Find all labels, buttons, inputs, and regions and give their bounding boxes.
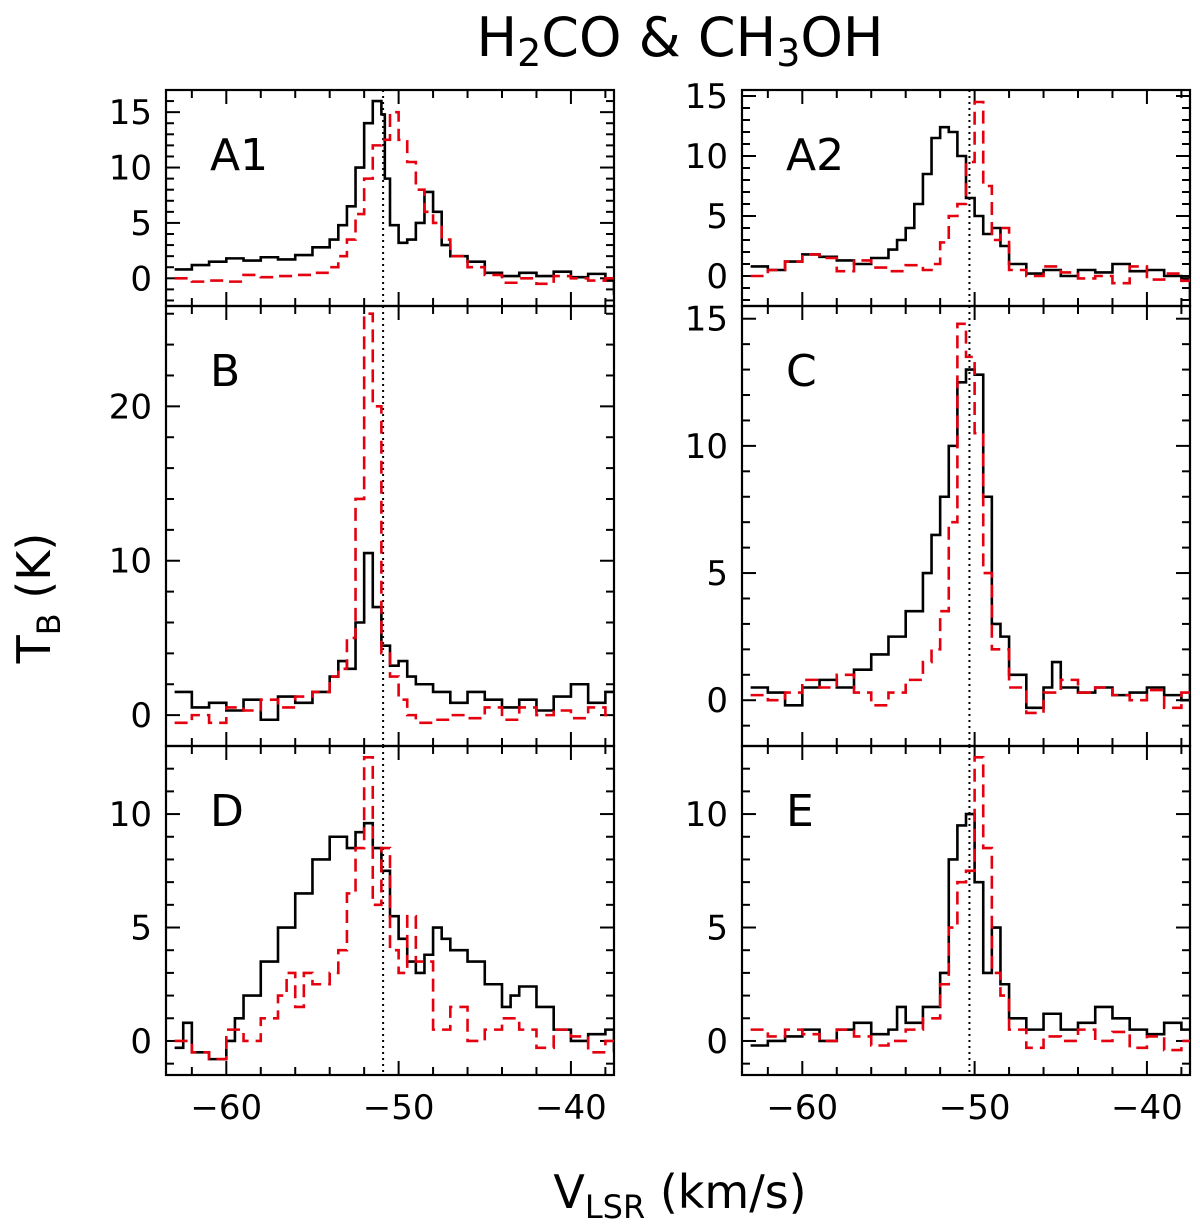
panel-label: E [786, 786, 814, 837]
panel-a1: 0 5 10 15 A1 [109, 88, 616, 308]
series-ch3oh [750, 756, 1190, 1052]
panel-label: A1 [210, 130, 268, 181]
ylabel-part: (K) [7, 533, 61, 614]
series-ch3oh [174, 110, 614, 286]
y-tick-label: 15 [685, 77, 728, 117]
series-h2co [174, 821, 614, 1061]
y-tick-label: 10 [685, 137, 728, 177]
panel-a2: 0 5 10 15 A2 [685, 77, 1192, 308]
y-axis-label-group: TB (K) [7, 533, 68, 665]
y-tick-label: 5 [130, 204, 152, 244]
y-tick-label: 0 [130, 259, 152, 299]
y-tick-label: 5 [706, 197, 728, 237]
y-tick-label: 15 [109, 93, 152, 133]
x-tick-label: −50 [363, 1088, 435, 1128]
series-ch3oh [174, 312, 614, 725]
y-tick-label: 0 [706, 681, 728, 721]
series-h2co [174, 99, 614, 295]
series-ch3oh [750, 322, 1190, 715]
y-axis-label: TB (K) [7, 533, 68, 665]
x-tick-label: −40 [1111, 1088, 1183, 1128]
title-part: CO & CH [541, 6, 776, 69]
series-ch3oh [174, 756, 614, 1061]
title-part: OH [800, 6, 883, 69]
xlabel-part: (km/s) [645, 1165, 806, 1219]
x-tick-label: −40 [535, 1088, 607, 1128]
panel-c: 0 5 10 15 C [685, 300, 1192, 748]
y-tick-label: 0 [706, 1022, 728, 1062]
title-part: H [476, 6, 517, 69]
x-axis-label: VLSR (km/s) [553, 1165, 806, 1226]
panel-frame [164, 744, 616, 1077]
panel-label: B [210, 346, 240, 397]
x-tick-label: −60 [766, 1088, 838, 1128]
panel-frame [740, 744, 1192, 1077]
ylabel-part: T [7, 634, 61, 664]
xlabel-subscript: LSR [585, 1188, 645, 1226]
panel-label: D [210, 786, 244, 837]
x-tick-label: −60 [190, 1088, 262, 1128]
y-tick-label: 10 [109, 149, 152, 189]
y-tick-label: 0 [130, 1022, 152, 1062]
panel-e: 0 5 10 −60 −50 −40 E [685, 744, 1192, 1128]
y-tick-label: 10 [685, 427, 728, 467]
y-tick-label: 5 [706, 554, 728, 594]
panel-b: 0 10 20 B [109, 304, 616, 748]
series-h2co [174, 551, 614, 722]
y-tick-label: 5 [706, 909, 728, 949]
y-tick-label: 10 [109, 542, 152, 582]
y-tick-label: 0 [706, 257, 728, 297]
chart-title: H2CO & CH3OH [476, 6, 883, 75]
xlabel-part: V [553, 1165, 585, 1219]
panel-label: A2 [786, 130, 844, 181]
panel-label: C [786, 346, 817, 397]
y-tick-label: 15 [685, 300, 728, 340]
panels-group: 0 5 10 15 A1 0 5 10 15 A2 0 10 20 B 0 5 10 15 C 0 5 10 −60 −50 −… [109, 77, 1192, 1128]
title-subscript: 3 [776, 31, 800, 75]
ylabel-subscript: B [30, 613, 68, 635]
panel-d: 0 5 10 −60 −50 −40 D [109, 744, 616, 1128]
x-tick-label: −50 [939, 1088, 1011, 1128]
series-ch3oh [750, 100, 1190, 285]
y-tick-label: 0 [130, 696, 152, 736]
y-tick-label: 10 [685, 795, 728, 835]
y-tick-label: 10 [109, 795, 152, 835]
y-tick-label: 20 [109, 387, 152, 427]
y-tick-label: 5 [130, 909, 152, 949]
title-subscript: 2 [517, 31, 541, 75]
